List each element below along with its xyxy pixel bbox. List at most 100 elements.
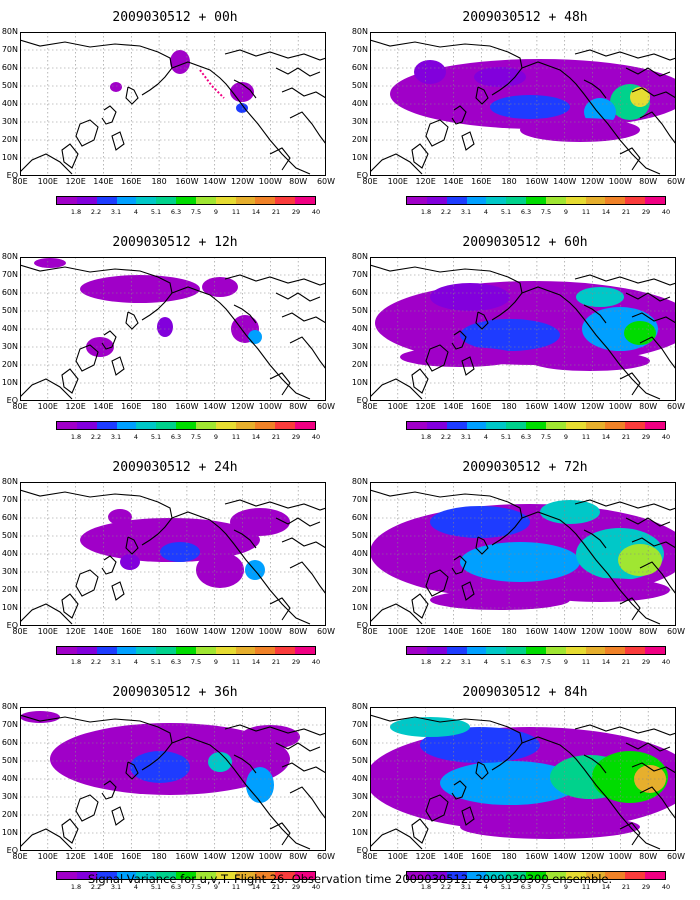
forecast-panel-p72: 2009030512 + 72h 80N 70N 60N 50N 40N 30N 20N 10N… — [350, 450, 700, 675]
colorbar-label: 3.1 — [110, 433, 122, 441]
coastline — [281, 87, 326, 99]
lon-label: 100W — [258, 852, 282, 861]
colorbar — [56, 196, 316, 205]
forecast-panel-p00: 2009030512 + 00h 80N 70N 60N 50N 40N 30N 20N 10N… — [0, 0, 350, 225]
lon-label: 160E — [471, 177, 492, 186]
lat-label: 10N — [351, 828, 368, 837]
coastline — [475, 761, 489, 780]
variance-contour — [540, 500, 600, 524]
variance-contour — [400, 347, 520, 367]
colorbar-swatch — [76, 422, 97, 429]
colorbar-swatch — [585, 872, 606, 879]
colorbar-swatch — [295, 197, 315, 204]
lat-label: 70N — [1, 45, 18, 54]
coastline — [269, 597, 291, 621]
lon-label: 120E — [65, 177, 86, 186]
colorbar-swatch — [565, 872, 586, 879]
colorbar-swatch — [506, 647, 527, 654]
variance-contour — [110, 82, 122, 92]
colorbar-label: 6.3 — [170, 208, 182, 216]
colorbar-label: 2.2 — [440, 883, 452, 891]
coastline — [425, 569, 449, 597]
colorbar-swatch — [235, 422, 256, 429]
colorbar-label: 29 — [291, 433, 301, 441]
colorbar-label: 9 — [213, 658, 219, 666]
coastline — [289, 786, 326, 820]
coastline — [461, 131, 475, 151]
lat-label: 70N — [351, 720, 368, 729]
coastline — [521, 736, 661, 850]
lat-label: 30N — [1, 117, 18, 126]
colorbar-label: 1.8 — [420, 433, 432, 441]
variance-contour — [618, 544, 662, 576]
lat-label: 50N — [351, 531, 368, 540]
colorbar-label: 6.3 — [520, 433, 532, 441]
colorbar-swatch — [116, 197, 137, 204]
variance-contour — [202, 277, 238, 297]
lat-label: 80N — [1, 252, 18, 261]
lat-label: 70N — [1, 270, 18, 279]
colorbar-label: 4 — [133, 883, 139, 891]
colorbar-swatch — [625, 422, 646, 429]
colorbar-label: 3.1 — [460, 658, 472, 666]
lon-label: 140W — [203, 402, 227, 411]
colorbar-swatch — [215, 197, 236, 204]
colorbar-swatch — [57, 647, 77, 654]
colorbar-swatch — [57, 197, 77, 204]
colorbar-label: 2.2 — [440, 433, 452, 441]
lat-label: 50N — [1, 81, 18, 90]
lat-label: 20N — [351, 585, 368, 594]
colorbar-swatch — [156, 197, 177, 204]
colorbar-swatch — [446, 872, 467, 879]
variance-contour — [120, 554, 140, 570]
coastline — [20, 714, 173, 760]
lat-label: 20N — [351, 810, 368, 819]
figure-caption: Signal Variance for u,v,T. Flight 26. Ob… — [87, 872, 613, 886]
lat-label: 40N — [351, 324, 368, 333]
variance-contour — [246, 767, 274, 803]
lon-label: 140E — [93, 852, 114, 861]
coastline — [451, 780, 467, 800]
lon-label: 160E — [121, 852, 142, 861]
variance-contour — [630, 87, 650, 107]
variance-contour — [390, 717, 470, 737]
panel-title: 2009030512 + 84h — [462, 685, 588, 700]
colorbar-swatch — [195, 197, 216, 204]
lon-label: 120E — [415, 402, 436, 411]
lon-label: 60W — [666, 177, 686, 186]
lon-label: 160W — [175, 627, 199, 636]
lat-label: 60N — [1, 63, 18, 72]
colorbar-swatch — [255, 197, 276, 204]
lon-label: 80W — [289, 852, 308, 861]
coastline — [619, 597, 641, 621]
lat-label: 60N — [351, 288, 368, 297]
colorbar-swatch — [585, 647, 606, 654]
map-plot — [370, 482, 676, 626]
colorbar-label: 21 — [271, 883, 281, 891]
coastline — [171, 61, 311, 175]
coastline — [111, 356, 125, 376]
lon-label: 60W — [316, 402, 336, 411]
lon-label: 80W — [289, 177, 308, 186]
variance-contour — [624, 321, 656, 345]
lat-label: 30N — [351, 567, 368, 576]
lon-label: 100W — [608, 177, 632, 186]
lat-label: 20N — [1, 810, 18, 819]
colorbar-label: 21 — [271, 208, 281, 216]
colorbar-swatch — [195, 872, 216, 879]
colorbar-label: 9 — [563, 883, 569, 891]
lon-label: 80E — [362, 177, 378, 186]
lat-label: EQ — [6, 621, 18, 630]
lon-label: 120E — [415, 852, 436, 861]
coastline — [583, 754, 607, 774]
colorbar — [406, 871, 666, 880]
coastline — [101, 330, 117, 350]
colorbar-label: 11 — [231, 208, 241, 216]
colorbar-swatch — [545, 197, 566, 204]
colorbar-swatch — [76, 872, 97, 879]
lat-label: 10N — [351, 378, 368, 387]
colorbar-label: 4 — [133, 208, 139, 216]
lon-label: 140W — [553, 177, 577, 186]
colorbar-label: 2.2 — [90, 658, 102, 666]
map-area: 80N 70N 60N 50N 40N 30N 20N 10N EQ 80E 100E 120E 140… — [2, 703, 335, 892]
